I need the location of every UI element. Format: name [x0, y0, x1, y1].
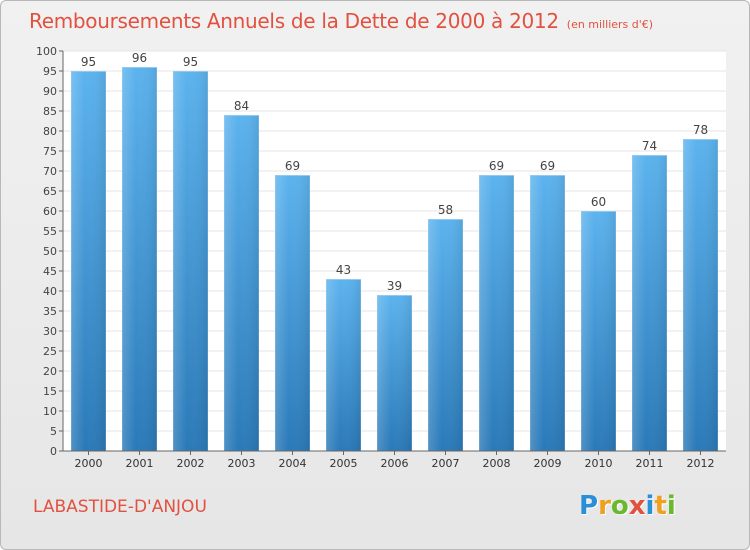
- x-axis: 2000 2001 2002 2003 2004 2005 2006 2007 2008 2009…: [63, 450, 726, 470]
- y-tick-label: 50: [43, 245, 57, 258]
- y-tick-label: 75: [43, 145, 57, 158]
- chart-subtitle: (en milliers d'€): [566, 18, 654, 31]
- bars: 95 96 95 84 69 43 39 58 69 69 60 74 78: [71, 51, 718, 451]
- chart-title-text: Remboursements Annuels de la Dette de 20…: [29, 9, 559, 33]
- x-tick-label: 2007: [432, 457, 460, 470]
- y-tick-label: 45: [43, 265, 57, 278]
- x-tick-label: 2009: [534, 457, 562, 470]
- bar-shading: [530, 175, 565, 451]
- x-tick-label: 2012: [687, 457, 715, 470]
- y-tick-label: 70: [43, 165, 57, 178]
- bar-shading: [581, 211, 616, 451]
- y-tick-label: 10: [43, 405, 57, 418]
- x-tick-label: 2008: [483, 457, 511, 470]
- data-label: 78: [693, 123, 708, 137]
- y-tick-label: 90: [43, 85, 57, 98]
- bar-shading: [377, 295, 412, 451]
- location-label: LABASTIDE-D'ANJOU: [33, 497, 207, 517]
- data-label: 58: [438, 203, 453, 217]
- logo-letter: r: [598, 491, 611, 521]
- y-tick-label: 40: [43, 285, 57, 298]
- y-tick-label: 95: [43, 65, 57, 78]
- y-tick-label: 5: [50, 425, 57, 438]
- y-tick-label: 80: [43, 125, 57, 138]
- x-tick-label: 2005: [330, 457, 358, 470]
- y-tick-label: 65: [43, 185, 57, 198]
- data-label: 84: [234, 99, 249, 113]
- y-tick-label: 25: [43, 345, 57, 358]
- proxiti-logo[interactable]: Proxiti: [579, 491, 676, 521]
- chart-title: Remboursements Annuels de la Dette de 20…: [29, 9, 653, 33]
- data-label: 74: [642, 139, 657, 153]
- data-label: 43: [336, 263, 351, 277]
- bar-shading: [683, 139, 718, 451]
- bar-shading: [122, 67, 157, 451]
- logo-letter: o: [610, 491, 629, 521]
- bar-shading: [71, 71, 106, 451]
- y-tick-label: 60: [43, 205, 57, 218]
- data-label: 69: [489, 159, 504, 173]
- logo-letter: i: [645, 491, 655, 521]
- data-label: 69: [540, 159, 555, 173]
- logo-letter: x: [628, 491, 646, 521]
- bar-shading: [224, 115, 259, 451]
- y-tick-label: 55: [43, 225, 57, 238]
- data-label: 39: [387, 279, 402, 293]
- data-label: 69: [285, 159, 300, 173]
- y-tick-label: 20: [43, 365, 57, 378]
- y-tick-label: 85: [43, 105, 57, 118]
- x-tick-label: 2002: [177, 457, 205, 470]
- bar-shading: [326, 279, 361, 451]
- y-tick-label: 0: [50, 445, 57, 458]
- bar-shading: [632, 155, 667, 451]
- bar-shading: [275, 175, 310, 451]
- bar-shading: [173, 71, 208, 451]
- y-axis: 0 5 10 15 20 25 30 35 40 45 50 55 60 65 70 75 80 85 90 95 10…: [36, 45, 64, 458]
- x-tick-label: 2001: [126, 457, 154, 470]
- x-tick-label: 2000: [75, 457, 103, 470]
- x-tick-label: 2003: [228, 457, 256, 470]
- logo-letter: i: [666, 491, 676, 521]
- y-tick-label: 100: [36, 45, 57, 58]
- data-label: 95: [183, 55, 198, 69]
- logo-letter: P: [579, 491, 599, 521]
- logo-letter: t: [654, 491, 667, 521]
- x-tick-label: 2010: [585, 457, 613, 470]
- bar-shading: [479, 175, 514, 451]
- y-tick-label: 35: [43, 305, 57, 318]
- x-tick-label: 2006: [381, 457, 409, 470]
- bar-shading: [428, 219, 463, 451]
- x-tick-label: 2011: [636, 457, 664, 470]
- x-tick-label: 2004: [279, 457, 307, 470]
- data-label: 96: [132, 51, 147, 65]
- data-label: 60: [591, 195, 606, 209]
- data-label: 95: [81, 55, 96, 69]
- y-tick-label: 30: [43, 325, 57, 338]
- y-tick-label: 15: [43, 385, 57, 398]
